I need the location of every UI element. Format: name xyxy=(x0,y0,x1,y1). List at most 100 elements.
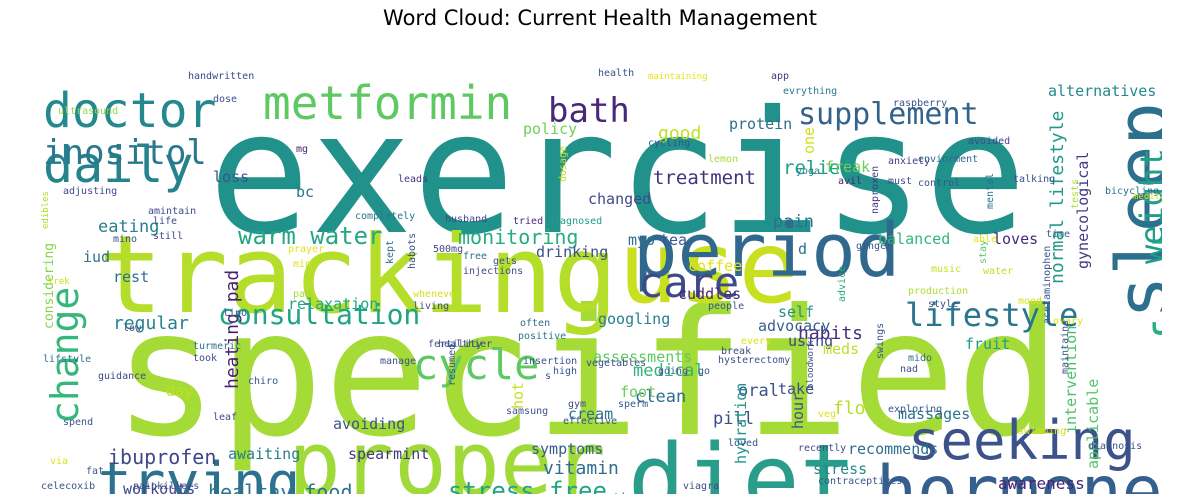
word-188: sperm xyxy=(618,399,648,410)
word-183: via xyxy=(50,456,68,467)
word-85: fruit xyxy=(965,335,1010,353)
word-112: talking xyxy=(1013,174,1055,185)
word-83: googling xyxy=(598,310,670,328)
word-194: recently xyxy=(798,443,846,454)
word-44: alternatives xyxy=(1048,82,1156,100)
word-67: coffee xyxy=(688,257,742,275)
word-186: gym xyxy=(568,399,586,410)
word-131: stay xyxy=(978,240,989,264)
word-11: doctor xyxy=(43,83,216,139)
word-92: d xyxy=(798,240,807,258)
word-138: injections xyxy=(463,266,523,277)
word-16: cycle xyxy=(413,340,539,389)
word-118: yoga xyxy=(796,166,820,177)
word-72: loss xyxy=(213,168,249,186)
word-64: recommends xyxy=(848,440,938,458)
word-17: change xyxy=(43,287,87,424)
word-81: using xyxy=(788,332,833,350)
word-162: took xyxy=(193,353,217,364)
word-155: advice xyxy=(837,266,848,302)
word-4: diet xyxy=(628,425,857,494)
word-10: trying xyxy=(98,451,300,494)
word-191: swimming xyxy=(1018,426,1066,437)
word-161: lifstyle xyxy=(43,354,91,365)
word-124: edibles xyxy=(41,191,51,229)
word-189: s xyxy=(545,371,551,382)
word-55: intervention xyxy=(1062,326,1080,434)
word-59: cream xyxy=(568,405,613,423)
word-35: habits xyxy=(798,323,863,344)
word-12: metformin xyxy=(263,76,512,130)
word-60: stress xyxy=(813,460,867,478)
word-56: applicable xyxy=(1084,379,1102,469)
word-90: considering xyxy=(42,243,57,329)
word-190: veg xyxy=(818,409,836,420)
word-160: ovary xyxy=(1053,316,1083,327)
word-129: kept xyxy=(385,240,396,264)
word-43: flo xyxy=(833,398,866,419)
word-184: fat xyxy=(86,466,104,477)
word-2: tracking xyxy=(98,213,618,338)
word-149: positive xyxy=(518,331,566,342)
word-156: style xyxy=(928,299,958,310)
word-170: acetaminophen xyxy=(1042,246,1053,324)
word-21: lifestyle xyxy=(905,296,1078,334)
word-121: completely xyxy=(355,211,415,222)
word-115: mg xyxy=(296,144,308,155)
word-106: avoided xyxy=(968,136,1010,147)
word-109: control xyxy=(918,178,960,189)
word-19: inositol xyxy=(43,133,207,173)
word-79: cuddles xyxy=(678,285,741,303)
word-49: workouts xyxy=(123,480,195,494)
word-105: enviorment xyxy=(918,154,978,165)
word-51: avoiding xyxy=(333,415,405,433)
word-31: normal lifestyle xyxy=(1047,111,1068,284)
word-154: mood xyxy=(1018,296,1042,307)
word-66: drinking xyxy=(536,243,608,261)
chart-title: Word Cloud: Current Health Management xyxy=(383,6,817,30)
word-120: husband xyxy=(445,214,487,225)
word-127: prayer xyxy=(288,244,324,255)
word-142: pad xyxy=(293,289,311,300)
word-50: awaiting xyxy=(228,445,300,463)
word-172: guidance xyxy=(98,371,146,382)
word-168: break xyxy=(721,346,751,357)
word-37: oral xyxy=(738,381,779,401)
word-87: foot xyxy=(620,383,656,401)
word-30: relief xyxy=(783,157,852,179)
word-34: regular xyxy=(113,313,189,334)
word-141: trek xyxy=(48,277,70,287)
word-195: celecoxib xyxy=(41,481,95,492)
word-78: tea xyxy=(660,231,687,249)
word-113: dosage xyxy=(558,146,569,182)
word-187: effective xyxy=(563,416,617,427)
word-27: ibuprofen xyxy=(108,445,216,469)
word-26: healthy food xyxy=(208,480,353,494)
word-193: loved xyxy=(728,438,758,449)
word-128: 500mg xyxy=(433,244,463,255)
word-198: contraceptives xyxy=(818,476,902,487)
word-15: care xyxy=(638,258,739,307)
word-75: policy xyxy=(523,120,577,138)
word-3: use xyxy=(618,209,799,326)
word-48: symptoms xyxy=(531,440,603,458)
word-117: diagnosed xyxy=(548,216,602,227)
word-175: vegetables xyxy=(586,358,646,369)
word-134: life xyxy=(153,216,177,227)
word-29: monitoring xyxy=(458,225,578,249)
word-182: spend xyxy=(63,417,93,428)
word-65: changed xyxy=(588,190,651,208)
word-137: free xyxy=(463,251,487,262)
word-24: warm water xyxy=(238,222,383,250)
word-164: every xyxy=(741,336,771,347)
word-88: hour xyxy=(789,393,807,429)
word-178: go xyxy=(698,366,710,377)
word-9: seeking xyxy=(908,409,1136,472)
word-68: relaxation xyxy=(288,295,378,313)
word-114: adjusting xyxy=(63,186,117,197)
word-77: myo xyxy=(628,231,655,249)
word-42: eating xyxy=(98,217,159,237)
word-70: rest xyxy=(113,268,149,286)
word-5: proper xyxy=(288,412,606,494)
word-6: period xyxy=(633,208,900,294)
